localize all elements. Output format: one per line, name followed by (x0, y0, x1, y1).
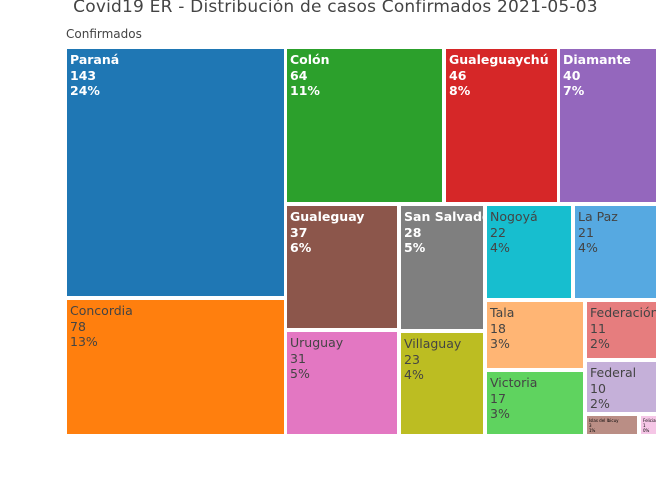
tile-percent: 2% (590, 336, 610, 351)
tile-percent: 4% (490, 240, 510, 255)
tile-value: 37 (290, 224, 308, 240)
tile-percent: 3% (490, 336, 510, 351)
chart-title: Covid19 ER - Distribución de casos Confi… (73, 0, 598, 17)
treemap-tile-tala[interactable]: Tala 18 3% (487, 302, 583, 368)
treemap-tile-concordia[interactable]: Concordia 78 13% (67, 300, 284, 434)
tile-value: 1 (643, 423, 646, 428)
tile-label: Paraná (70, 52, 120, 67)
tile-percent: 1% (589, 428, 596, 433)
treemap-tile-paraná[interactable]: Paraná 143 24% (67, 49, 284, 296)
tile-label: La Paz (578, 209, 618, 224)
tile-value: 21 (578, 224, 594, 240)
tile-percent: 0% (643, 428, 650, 433)
tile-percent: 11% (290, 83, 320, 98)
tile-value: 31 (290, 350, 306, 366)
treemap-tile-san-salvador[interactable]: San Salvador285% (401, 206, 483, 329)
tile-value: 18 (490, 320, 506, 336)
tile-percent: 7% (563, 83, 585, 98)
tile-percent: 5% (404, 240, 426, 255)
treemap-tile-la-paz[interactable]: La Paz 21 4% (575, 206, 656, 298)
tile-percent: 6% (290, 240, 312, 255)
tile-value: 11 (590, 320, 606, 336)
treemap-tile-gualeguay[interactable]: Gualeguay 37 6% (287, 206, 397, 328)
treemap-tile-federación[interactable]: Federación 11 2% (587, 302, 656, 358)
tile-label: Victoria (490, 375, 538, 390)
tile-label: San Salvador (404, 209, 483, 224)
tile-value: 17 (490, 390, 506, 406)
tile-label: Federal (590, 365, 637, 380)
tile-percent: 24% (70, 83, 100, 98)
tile-value: 3 (589, 423, 592, 428)
tile-value: 143 (70, 67, 97, 83)
tile-label: Concordia (70, 303, 133, 318)
treemap-tile-uruguay[interactable]: Uruguay 31 5% (287, 332, 397, 434)
tile-percent: 5% (290, 366, 310, 381)
tile-value: 22 (490, 224, 506, 240)
treemap-tile-gualeguaychú[interactable]: Gualeguaychú 46 8% (446, 49, 557, 202)
tile-percent: 4% (404, 367, 424, 382)
tile-label: Feliciano (643, 418, 656, 423)
tile-label: Federación (590, 305, 656, 320)
treemap-tile-feliciano[interactable]: Feliciano10% (641, 416, 656, 434)
treemap-tile-federal[interactable]: Federal 10 2% (587, 362, 656, 412)
tile-value: 46 (449, 67, 467, 83)
treemap-tile-colón[interactable]: Colón 64 11% (287, 49, 442, 202)
tile-value: 40 (563, 67, 581, 83)
tile-value: 10 (590, 380, 606, 396)
tile-percent: 3% (490, 406, 510, 421)
treemap-root-label[interactable]: Confirmados (66, 27, 142, 41)
treemap-tile-nogoyá[interactable]: Nogoyá 22 4% (487, 206, 571, 298)
tile-label: Diamante (563, 52, 631, 67)
tile-label: Islas del Ibicuy (589, 418, 619, 423)
tile-percent: 8% (449, 83, 471, 98)
treemap-tile-diamante[interactable]: Diamante 40 7% (560, 49, 656, 202)
tile-percent: 2% (590, 396, 610, 411)
tile-label: Uruguay (290, 335, 344, 350)
treemap-tile-victoria[interactable]: Victoria 17 3% (487, 372, 583, 434)
tile-label: Gualeguay (290, 209, 365, 224)
tile-value: 78 (70, 318, 86, 334)
tile-percent: 4% (578, 240, 598, 255)
treemap-tile-islas-del-ibicuy[interactable]: Islas del Ibicuy 3 1% (587, 416, 637, 434)
tile-label: Villaguay (404, 336, 462, 351)
tile-percent: 13% (70, 334, 98, 349)
tile-label: Tala (490, 305, 515, 320)
tile-label: Colón (290, 52, 330, 67)
tile-label: Nogoyá (490, 209, 538, 224)
tile-value: 28 (404, 224, 422, 240)
tile-value: 64 (290, 67, 308, 83)
tile-label: Gualeguaychú (449, 52, 549, 67)
tile-value: 23 (404, 351, 420, 367)
treemap-tile-villaguay[interactable]: Villaguay 23 4% (401, 333, 483, 434)
